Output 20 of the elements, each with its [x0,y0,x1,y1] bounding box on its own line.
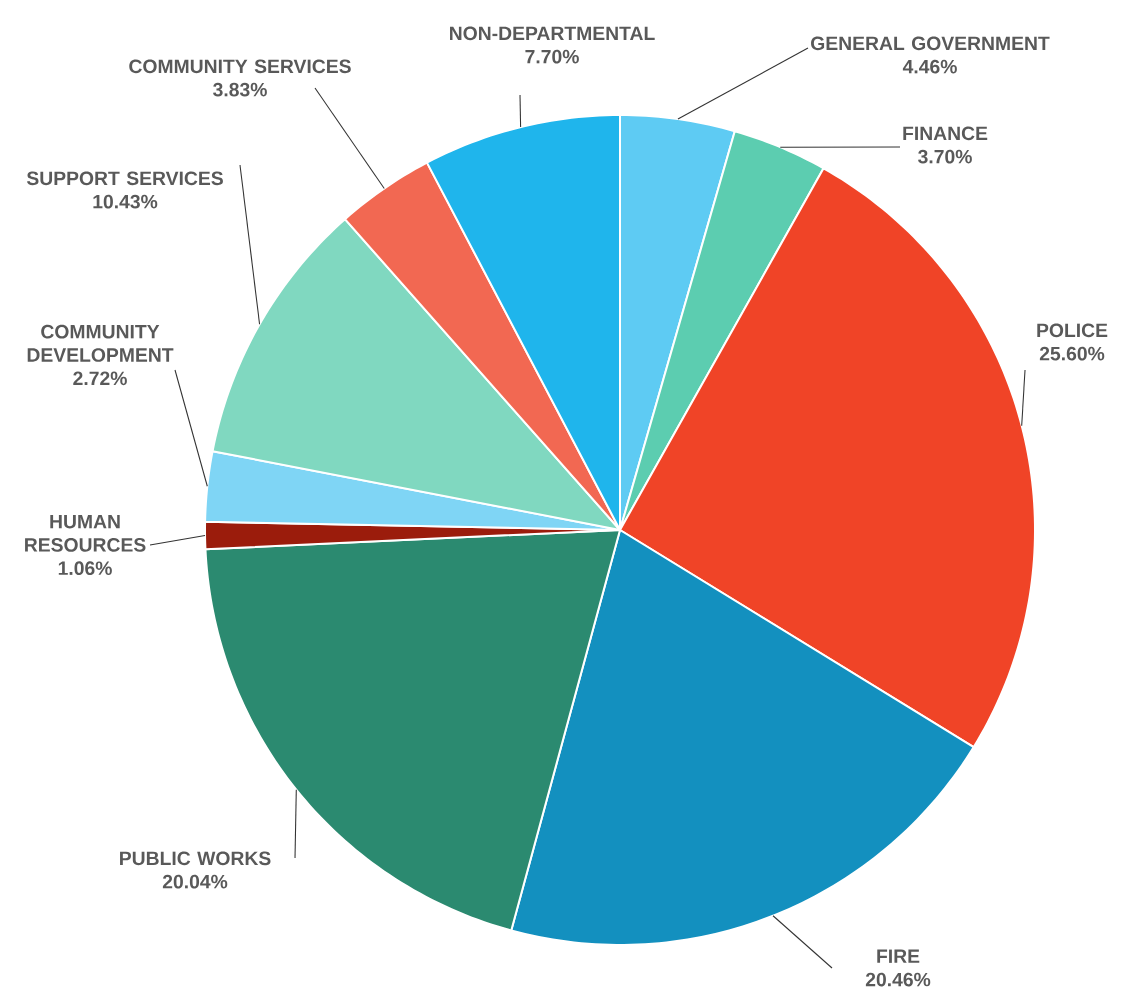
slice-label: COMMUNITY SERVICES [129,59,351,74]
data-label: 3.70% [918,149,972,164]
data-label: 7.70% [525,49,579,64]
data-label: 20.04% [162,874,228,889]
data-label: 4.46% [902,59,957,74]
slice-label: PUBLIC WORKS [120,851,271,866]
data-label: 10.43% [93,194,158,209]
slice-label: HUMAN RESOURCES [25,514,146,552]
slice-label: SUPPORT SERVICES [26,171,223,186]
slice-label: NON-DEPARTMENTAL [450,26,655,41]
data-label: 3.83% [213,82,267,97]
slice-label: FIRE [877,949,920,963]
data-label: 2.72% [73,371,127,386]
slice-label: COMMUNITY DEVELOPMENT [27,324,174,362]
data-label: 25.60% [1039,346,1105,361]
data-label: 1.06% [58,561,112,576]
slice-label: GENERAL GOVERNMENT [811,36,1050,51]
data-label: 20.46% [865,972,931,987]
slice-label: FINANCE [903,126,988,141]
slice-label: POLICE [1037,323,1108,338]
